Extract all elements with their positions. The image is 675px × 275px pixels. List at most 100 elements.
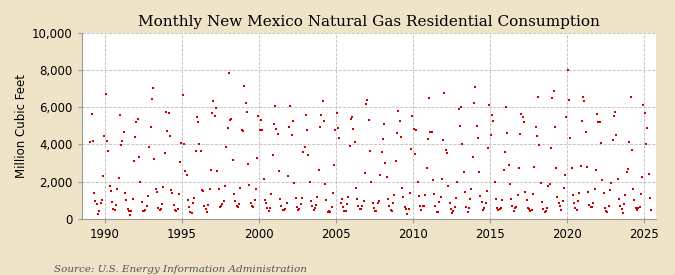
Point <box>169 208 180 213</box>
Point <box>135 179 146 184</box>
Point <box>410 152 421 156</box>
Point <box>453 107 464 112</box>
Point <box>512 193 523 197</box>
Point <box>306 199 317 203</box>
Point <box>239 84 250 88</box>
Point <box>94 209 105 214</box>
Point <box>348 127 358 131</box>
Point <box>298 150 308 155</box>
Point <box>565 136 576 141</box>
Point <box>487 113 497 117</box>
Point <box>450 204 460 209</box>
Point <box>595 120 605 124</box>
Point <box>615 204 626 208</box>
Point <box>263 209 274 213</box>
Point <box>367 201 378 205</box>
Point <box>418 204 429 208</box>
Point <box>624 140 634 144</box>
Point <box>606 181 617 185</box>
Point <box>521 198 532 202</box>
Point <box>231 204 242 208</box>
Point <box>515 132 526 136</box>
Point <box>528 192 539 196</box>
Point <box>313 168 324 173</box>
Point <box>400 205 410 210</box>
Point <box>308 208 319 212</box>
Point <box>190 149 201 153</box>
Point <box>326 204 337 209</box>
Text: Source: U.S. Energy Information Administration: Source: U.S. Energy Information Administ… <box>54 265 307 274</box>
Point <box>331 111 342 115</box>
Point <box>379 122 389 126</box>
Point <box>498 168 509 172</box>
Point <box>457 142 468 146</box>
Point <box>127 197 138 201</box>
Point <box>443 184 454 188</box>
Point <box>107 200 117 205</box>
Point <box>303 153 314 158</box>
Point <box>507 204 518 208</box>
Point <box>171 208 182 213</box>
Point <box>489 180 500 185</box>
Point <box>192 114 202 119</box>
Point <box>139 209 150 214</box>
Point <box>495 205 506 210</box>
Point <box>281 200 292 205</box>
Point <box>90 199 101 204</box>
Point <box>223 71 234 75</box>
Point <box>294 207 305 211</box>
Point <box>520 190 531 194</box>
Point <box>494 207 505 211</box>
Point <box>394 119 405 123</box>
Point <box>491 197 502 201</box>
Point <box>92 212 103 217</box>
Point <box>134 155 144 159</box>
Point <box>641 142 651 146</box>
Point <box>484 103 495 108</box>
Point <box>280 207 291 211</box>
Point <box>180 168 190 173</box>
Point <box>199 204 210 208</box>
Point <box>493 208 504 213</box>
Point <box>466 187 477 191</box>
Point <box>530 125 541 129</box>
Point <box>259 198 270 202</box>
Point <box>387 209 398 213</box>
Point <box>140 208 151 212</box>
Point <box>426 130 437 134</box>
Point <box>625 95 636 100</box>
Point <box>218 199 229 204</box>
Point <box>315 125 325 130</box>
Point <box>374 199 385 203</box>
Point <box>250 186 261 191</box>
Point <box>98 174 109 178</box>
Point <box>119 191 130 195</box>
Point <box>598 191 609 195</box>
Point <box>261 200 271 205</box>
Point <box>108 207 119 211</box>
Point <box>402 211 412 216</box>
Point <box>283 174 294 178</box>
Point <box>543 183 554 188</box>
Point <box>545 145 556 150</box>
Point <box>126 208 137 213</box>
Point <box>249 198 260 202</box>
Point <box>566 166 577 170</box>
Point <box>112 187 123 191</box>
Point <box>136 200 147 205</box>
Point <box>561 114 572 119</box>
Point <box>514 166 524 170</box>
Point <box>608 138 618 142</box>
Point <box>478 208 489 212</box>
Point <box>286 133 297 137</box>
Point <box>95 201 106 206</box>
Point <box>612 177 623 182</box>
Point <box>389 193 400 198</box>
Point <box>431 210 442 214</box>
Point <box>208 98 219 103</box>
Point <box>299 145 310 149</box>
Point <box>227 158 238 163</box>
Point <box>390 159 401 163</box>
Point <box>570 205 580 210</box>
Point <box>344 144 355 148</box>
